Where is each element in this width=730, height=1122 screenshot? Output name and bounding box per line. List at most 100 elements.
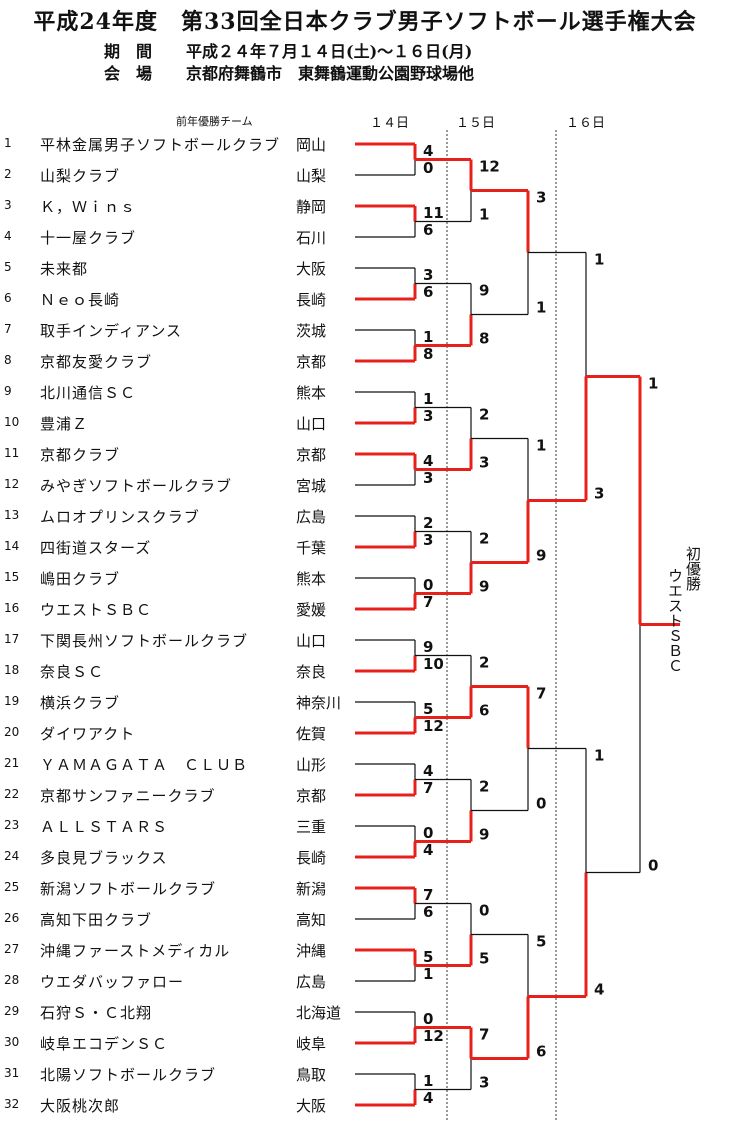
team-number: 25 <box>4 880 20 894</box>
team-name: 取手インディアンス <box>40 322 183 340</box>
match-score: 3 <box>536 189 546 207</box>
match-score: 6 <box>423 221 433 239</box>
match-score: 2 <box>479 654 489 672</box>
team-number: 12 <box>4 477 20 491</box>
team-prefecture: 山口 <box>296 632 327 650</box>
team-name: 北陽ソフトボールクラブ <box>40 1066 217 1084</box>
tournament-title: 平成24年度 第33回全日本クラブ男子ソフトボール選手権大会 <box>33 9 697 35</box>
team-prefecture: 岡山 <box>296 136 327 154</box>
team-number: 14 <box>4 539 20 553</box>
match-score: 4 <box>423 142 433 160</box>
team-prefecture: 石川 <box>296 229 327 247</box>
match-score: 1 <box>594 747 604 765</box>
match-score: 5 <box>423 700 433 718</box>
team-prefecture: 茨城 <box>296 322 327 340</box>
team-number: 30 <box>4 1035 20 1049</box>
team-name: 豊浦Ｚ <box>40 415 89 433</box>
team-number: 7 <box>4 322 12 336</box>
team-prefecture: 山梨 <box>296 167 327 185</box>
period-label: 期 間 <box>104 42 153 61</box>
team-name: 下関長州ソフトボールクラブ <box>40 632 249 650</box>
team-number: 24 <box>4 849 20 863</box>
match-score: 7 <box>423 593 433 611</box>
team-number: 1 <box>4 136 12 150</box>
team-prefecture: 宮城 <box>296 477 327 495</box>
first-championship-label: 初優勝 <box>684 546 702 591</box>
team-prefecture: 鳥取 <box>296 1066 327 1084</box>
match-score: 7 <box>423 886 433 904</box>
team-number: 21 <box>4 756 20 770</box>
match-score: 9 <box>479 282 489 300</box>
day-label-15: １５日 <box>456 116 496 131</box>
team-prefecture: 長崎 <box>296 291 327 309</box>
match-score: 3 <box>423 531 433 549</box>
team-prefecture: 神奈川 <box>296 694 342 712</box>
team-prefecture: 岐阜 <box>296 1035 327 1053</box>
team-number: 19 <box>4 694 20 708</box>
match-score: 5 <box>536 933 546 951</box>
team-name: 十一屋クラブ <box>40 229 137 247</box>
team-number: 11 <box>4 446 20 460</box>
match-score: 3 <box>423 407 433 425</box>
team-name: みやぎソフトボールクラブ <box>40 477 233 495</box>
match-score: 1 <box>594 251 604 269</box>
match-score: 0 <box>423 576 433 594</box>
match-score: 3 <box>423 266 433 284</box>
team-number: 22 <box>4 787 20 801</box>
match-score: 4 <box>423 452 433 470</box>
team-name: 平林金属男子ソフトボールクラブ <box>40 136 281 154</box>
match-score: 1 <box>423 965 433 983</box>
match-score: 9 <box>479 826 489 844</box>
team-prefecture: 京都 <box>296 353 327 371</box>
team-prefecture: 広島 <box>296 508 327 526</box>
team-prefecture: 高知 <box>296 911 327 929</box>
match-score: 2 <box>479 530 489 548</box>
match-score: 1 <box>423 390 433 408</box>
team-prefecture: 京都 <box>296 446 327 464</box>
team-prefecture: 新潟 <box>296 880 327 898</box>
match-score: 12 <box>423 1027 444 1045</box>
team-name: ムロオプリンスクラブ <box>40 508 200 526</box>
team-number: 26 <box>4 911 20 925</box>
team-name: ＡＬＬＳＴＡＲＳ <box>40 818 169 836</box>
match-score: 6 <box>536 1043 546 1061</box>
team-number: 28 <box>4 973 20 987</box>
match-score: 0 <box>648 857 658 875</box>
match-score: 9 <box>536 547 546 565</box>
team-number: 15 <box>4 570 20 584</box>
team-name: 未来都 <box>40 260 89 278</box>
match-score: 1 <box>536 299 546 317</box>
team-prefecture: 奈良 <box>296 663 327 681</box>
team-prefecture: 沖縄 <box>296 942 327 960</box>
match-score: 8 <box>479 330 489 348</box>
team-name: 京都クラブ <box>40 446 121 464</box>
team-prefecture: 京都 <box>296 787 327 805</box>
match-score: 1 <box>423 1072 433 1090</box>
team-number: 6 <box>4 291 12 305</box>
team-number: 8 <box>4 353 12 367</box>
period-value: 平成２４年７月１４日(土)～１６日(月) <box>186 42 473 61</box>
match-score: 4 <box>423 1089 433 1107</box>
match-score: 3 <box>479 454 489 472</box>
team-prefecture: 愛媛 <box>296 601 327 619</box>
team-prefecture: 三重 <box>296 818 327 836</box>
match-score: 7 <box>423 779 433 797</box>
team-prefecture: 熊本 <box>296 570 327 588</box>
match-score: 2 <box>479 406 489 424</box>
team-name: 京都友愛クラブ <box>40 353 153 371</box>
match-score: 4 <box>594 981 604 999</box>
match-score: 2 <box>423 514 433 532</box>
team-prefecture: 広島 <box>296 973 327 991</box>
match-score: 3 <box>479 1074 489 1092</box>
team-prefecture: 長崎 <box>296 849 327 867</box>
team-name: 北川通信ＳＣ <box>40 384 137 402</box>
team-number: 29 <box>4 1004 20 1018</box>
team-number: 32 <box>4 1097 20 1111</box>
prev-champion-label: 前年優勝チーム <box>176 115 253 128</box>
venue-value: 京都府舞鶴市 東舞鶴運動公園野球場他 <box>186 64 475 83</box>
team-name: 横浜クラブ <box>40 694 121 712</box>
team-name: 石狩Ｓ・Ｃ北翔 <box>40 1004 153 1022</box>
team-name: 大阪桃次郎 <box>40 1097 121 1115</box>
team-name: 多良見ブラックス <box>40 849 168 867</box>
day-label-16: １６日 <box>566 116 606 131</box>
